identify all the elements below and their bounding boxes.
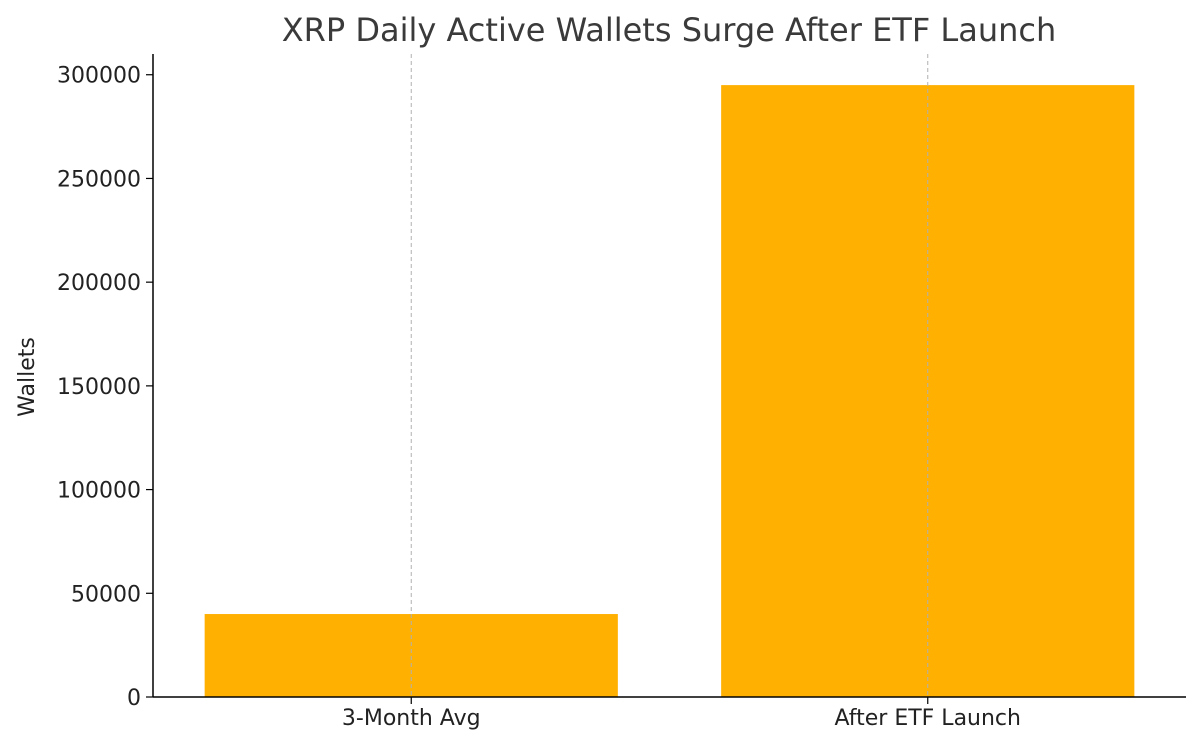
y-tick-label-5: 250000	[57, 167, 141, 192]
x-tick-label-1: After ETF Launch	[835, 706, 1021, 731]
axes	[152, 54, 1186, 698]
y-tick-label-6: 300000	[57, 64, 141, 89]
y-tick-label-0: 0	[127, 686, 141, 711]
y-axis-label: Wallets	[15, 337, 40, 417]
x-tick-label-0: 3-Month Avg	[342, 706, 481, 731]
y-tick-label-2: 100000	[57, 479, 141, 504]
gridlines	[410, 54, 929, 697]
bar-0	[204, 614, 618, 697]
y-tick-label-4: 200000	[57, 271, 141, 296]
y-ticks: 0 50000 100000 150000 200000 250000 300000	[57, 64, 153, 711]
bars	[204, 85, 1135, 697]
y-tick-label-3: 150000	[57, 375, 141, 400]
chart-title: XRP Daily Active Wallets Surge After ETF…	[282, 11, 1057, 49]
y-tick-label-1: 50000	[71, 582, 141, 607]
x-ticks: 3-Month Avg After ETF Launch	[342, 697, 1021, 731]
